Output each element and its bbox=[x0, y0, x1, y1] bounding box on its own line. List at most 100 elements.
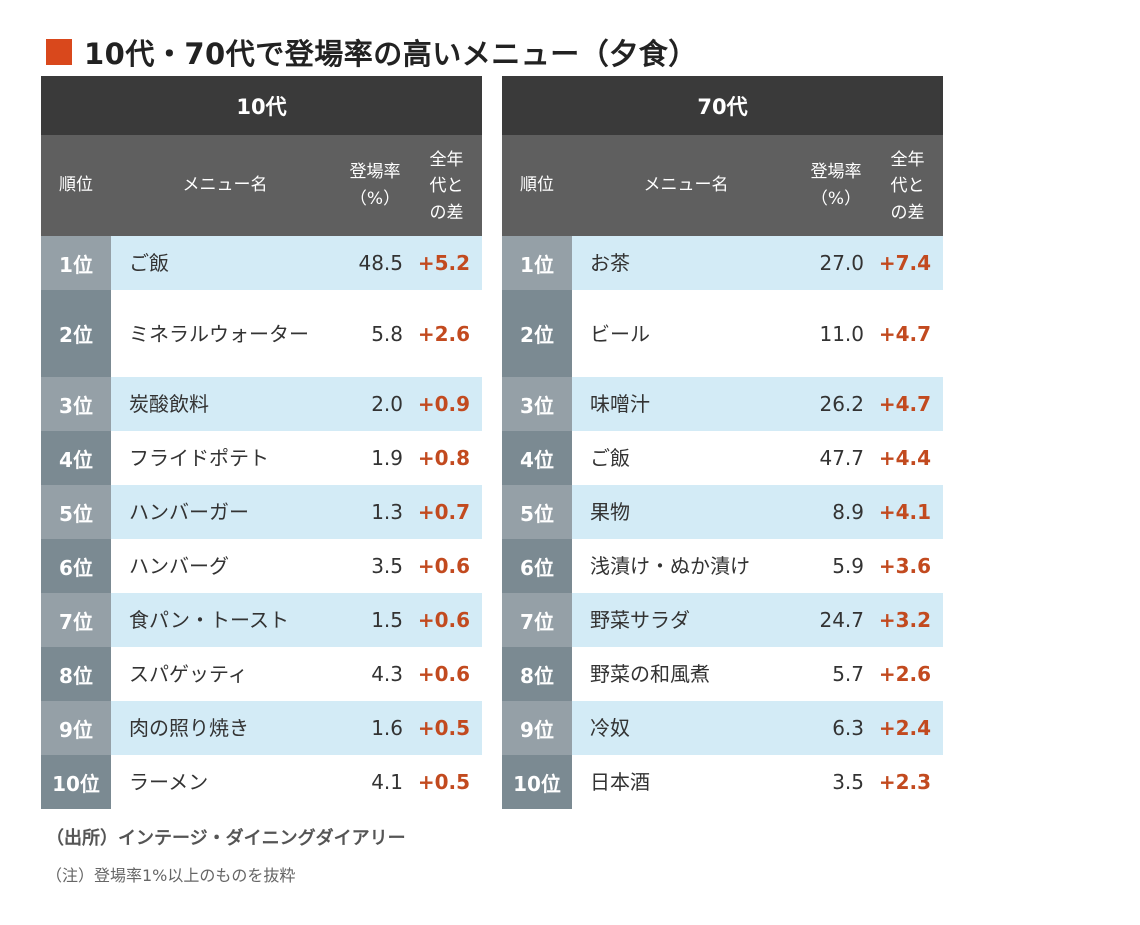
rank-cell: 5位 bbox=[502, 485, 572, 539]
rank-cell: 1位 bbox=[502, 236, 572, 290]
diff-cell: +3.2 bbox=[872, 593, 943, 647]
group-header: 10代 bbox=[41, 76, 482, 135]
rate-cell: 1.6 bbox=[339, 701, 411, 755]
table-row: 6位 浅漬け・ぬか漬け 5.9 +3.6 bbox=[502, 539, 943, 593]
table-row: 7位 野菜サラダ 24.7 +3.2 bbox=[502, 593, 943, 647]
diff-cell: +2.6 bbox=[872, 647, 943, 701]
rank-cell: 10位 bbox=[41, 755, 111, 809]
rate-cell: 24.7 bbox=[800, 593, 872, 647]
rank-cell: 6位 bbox=[41, 539, 111, 593]
menu-name-cell: ご飯 bbox=[572, 431, 800, 485]
table-row: 9位 肉の照り焼き 1.6 +0.5 bbox=[41, 701, 482, 755]
column-header-row: 順位 メニュー名 登場率 （%） 全年 代と の差 bbox=[502, 135, 943, 236]
table-row: 7位 食パン・トースト 1.5 +0.6 bbox=[41, 593, 482, 647]
diff-cell: +0.5 bbox=[411, 755, 482, 809]
diff-cell: +0.5 bbox=[411, 701, 482, 755]
table-row: 8位 野菜の和風煮 5.7 +2.6 bbox=[502, 647, 943, 701]
column-header-diff: 全年 代と の差 bbox=[890, 149, 925, 223]
rank-cell: 7位 bbox=[502, 593, 572, 647]
table-row: 10位 日本酒 3.5 +2.3 bbox=[502, 755, 943, 809]
table-body: 1位 ご飯 48.5 +5.2 2位 ミネラルウォーター 5.8 +2.6 3位 炭酸飲料 2.0 +… bbox=[41, 236, 482, 809]
diff-cell: +2.4 bbox=[872, 701, 943, 755]
diff-cell: +0.6 bbox=[411, 647, 482, 701]
column-header-rank: 順位 bbox=[520, 175, 554, 196]
table-body: 1位 お茶 27.0 +7.4 2位 ビール 11.0 +4.7 3位 味噌汁 26.2 +4.7 4位… bbox=[502, 236, 943, 809]
column-header-rate: 登場率 （%） bbox=[810, 162, 862, 209]
rate-cell: 1.5 bbox=[339, 593, 411, 647]
rank-cell: 9位 bbox=[41, 701, 111, 755]
rate-cell: 27.0 bbox=[800, 236, 872, 290]
diff-cell: +4.7 bbox=[872, 377, 943, 431]
rank-cell: 10位 bbox=[502, 755, 572, 809]
menu-name-cell: ビール bbox=[572, 290, 800, 377]
menu-name-cell: ハンバーグ bbox=[111, 539, 339, 593]
rank-cell: 2位 bbox=[502, 290, 572, 377]
rate-cell: 2.0 bbox=[339, 377, 411, 431]
menu-name-cell: ミネラルウォーター bbox=[111, 290, 339, 377]
rank-cell: 9位 bbox=[502, 701, 572, 755]
menu-name-cell: 浅漬け・ぬか漬け bbox=[572, 539, 800, 593]
rate-cell: 5.7 bbox=[800, 647, 872, 701]
rate-cell: 6.3 bbox=[800, 701, 872, 755]
rate-cell: 8.9 bbox=[800, 485, 872, 539]
table-row: 1位 ご飯 48.5 +5.2 bbox=[41, 236, 482, 290]
menu-name-cell: 味噌汁 bbox=[572, 377, 800, 431]
menu-name-cell: スパゲッティ bbox=[111, 647, 339, 701]
diff-cell: +4.7 bbox=[872, 290, 943, 377]
rate-cell: 1.3 bbox=[339, 485, 411, 539]
group-header: 70代 bbox=[502, 76, 943, 135]
diff-cell: +0.6 bbox=[411, 593, 482, 647]
rank-cell: 7位 bbox=[41, 593, 111, 647]
column-header-row: 順位 メニュー名 登場率 （%） 全年 代と の差 bbox=[41, 135, 482, 236]
menu-name-cell: 冷奴 bbox=[572, 701, 800, 755]
menu-name-cell: 食パン・トースト bbox=[111, 593, 339, 647]
rank-cell: 4位 bbox=[502, 431, 572, 485]
diff-cell: +0.9 bbox=[411, 377, 482, 431]
column-header-name: メニュー名 bbox=[182, 175, 268, 196]
rank-cell: 5位 bbox=[41, 485, 111, 539]
rank-cell: 8位 bbox=[502, 647, 572, 701]
table-row: 1位 お茶 27.0 +7.4 bbox=[502, 236, 943, 290]
column-header-rank: 順位 bbox=[59, 175, 93, 196]
chart-title: 10代・70代で登場率の高いメニュー（夕食） bbox=[84, 37, 698, 71]
table-row: 6位 ハンバーグ 3.5 +0.6 bbox=[41, 539, 482, 593]
menu-name-cell: 肉の照り焼き bbox=[111, 701, 339, 755]
rank-cell: 2位 bbox=[41, 290, 111, 377]
diff-cell: +0.6 bbox=[411, 539, 482, 593]
table-row: 5位 果物 8.9 +4.1 bbox=[502, 485, 943, 539]
diff-cell: +4.4 bbox=[872, 431, 943, 485]
menu-name-cell: ハンバーガー bbox=[111, 485, 339, 539]
title-row: 10代・70代で登場率の高いメニュー（夕食） bbox=[46, 32, 698, 72]
diff-cell: +5.2 bbox=[411, 236, 482, 290]
table-row: 2位 ビール 11.0 +4.7 bbox=[502, 290, 943, 377]
diff-cell: +4.1 bbox=[872, 485, 943, 539]
rate-cell: 47.7 bbox=[800, 431, 872, 485]
table-row: 3位 炭酸飲料 2.0 +0.9 bbox=[41, 377, 482, 431]
table-70s: 70代 順位 メニュー名 登場率 （%） 全年 代と の差 1位 お茶 27.0 +7.4 2… bbox=[502, 76, 943, 809]
diff-cell: +0.7 bbox=[411, 485, 482, 539]
table-row: 3位 味噌汁 26.2 +4.7 bbox=[502, 377, 943, 431]
diff-cell: +2.6 bbox=[411, 290, 482, 377]
rate-cell: 11.0 bbox=[800, 290, 872, 377]
diff-cell: +7.4 bbox=[872, 236, 943, 290]
table-row: 2位 ミネラルウォーター 5.8 +2.6 bbox=[41, 290, 482, 377]
rank-cell: 4位 bbox=[41, 431, 111, 485]
menu-name-cell: 炭酸飲料 bbox=[111, 377, 339, 431]
rate-cell: 1.9 bbox=[339, 431, 411, 485]
footnote: （注）登場率1%以上のものを抜粋 bbox=[46, 866, 296, 885]
table-row: 9位 冷奴 6.3 +2.4 bbox=[502, 701, 943, 755]
rate-cell: 5.8 bbox=[339, 290, 411, 377]
table-row: 10位 ラーメン 4.1 +0.5 bbox=[41, 755, 482, 809]
rate-cell: 26.2 bbox=[800, 377, 872, 431]
column-header-name: メニュー名 bbox=[643, 175, 729, 196]
menu-name-cell: ご飯 bbox=[111, 236, 339, 290]
menu-name-cell: フライドポテト bbox=[111, 431, 339, 485]
rate-cell: 4.3 bbox=[339, 647, 411, 701]
menu-name-cell: 野菜サラダ bbox=[572, 593, 800, 647]
rank-cell: 1位 bbox=[41, 236, 111, 290]
menu-name-cell: 果物 bbox=[572, 485, 800, 539]
rate-cell: 3.5 bbox=[800, 755, 872, 809]
rank-cell: 8位 bbox=[41, 647, 111, 701]
column-header-rate: 登場率 （%） bbox=[349, 162, 401, 209]
menu-name-cell: 日本酒 bbox=[572, 755, 800, 809]
